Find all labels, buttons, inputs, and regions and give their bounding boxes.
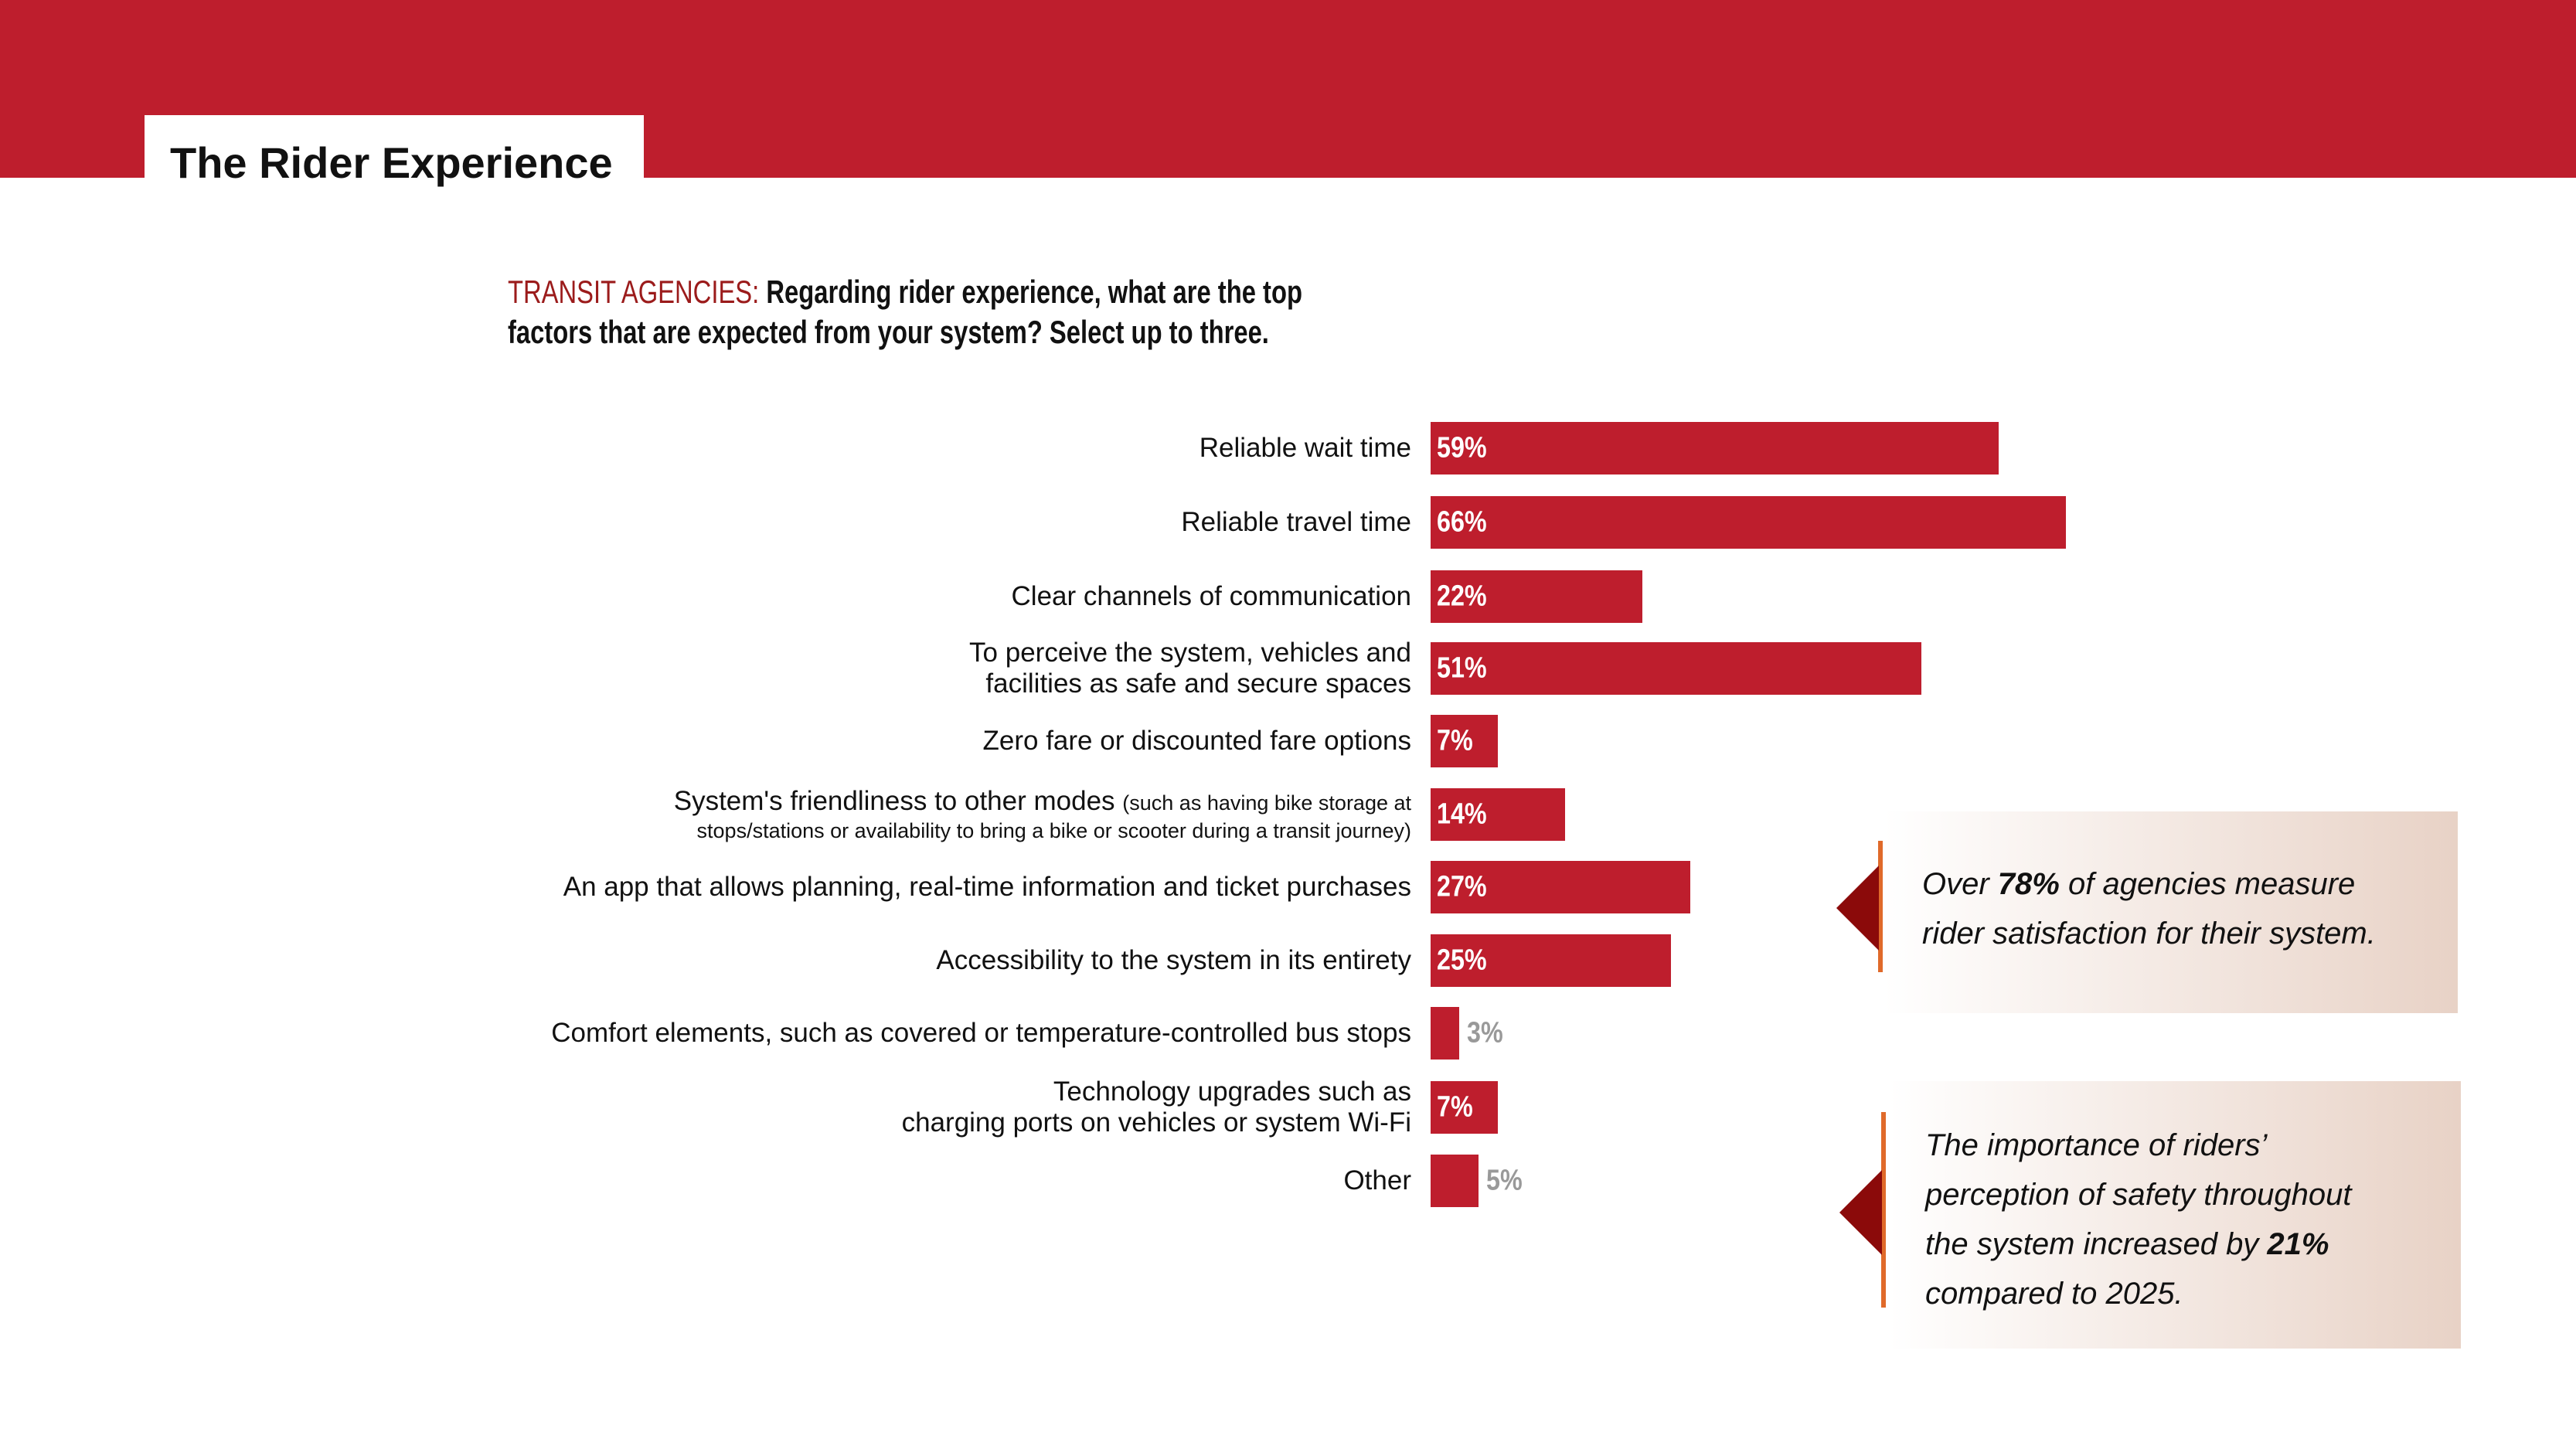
callout-text: Over 78% of agencies measure rider satisf… xyxy=(1922,859,2376,958)
bar xyxy=(1431,715,1499,767)
question-prefix: TRANSIT AGENCIES: xyxy=(508,274,760,310)
survey-question: TRANSIT AGENCIES: Regarding rider experi… xyxy=(508,272,1352,352)
callout-text-part: the system increased by xyxy=(1925,1227,2268,1261)
callout-highlight: 78% xyxy=(1997,867,2060,901)
value-label: 7% xyxy=(1437,724,1473,757)
value-label: 51% xyxy=(1437,651,1487,685)
bar xyxy=(1431,861,1691,913)
callout-text-part: The importance of riders’ xyxy=(1925,1128,2268,1162)
arrow-left-icon xyxy=(1836,866,1879,951)
category-label-text: Reliable travel time xyxy=(1181,507,1411,537)
category-label: An app that allows planning, real-time i… xyxy=(563,872,1411,903)
category-label: Reliable wait time xyxy=(1200,433,1411,464)
category-label: System's friendliness to other modes (su… xyxy=(674,786,1411,843)
bar xyxy=(1431,1155,1479,1207)
callout-highlight: 21% xyxy=(2267,1227,2329,1261)
bar xyxy=(1431,1007,1460,1060)
value-label: 22% xyxy=(1437,580,1487,613)
callout-accent-line xyxy=(1881,1112,1886,1308)
callout-text-part: rider satisfaction for their system. xyxy=(1922,917,2376,951)
category-label: Other xyxy=(1343,1165,1411,1196)
category-label-line2: stops/stations or availability to bring … xyxy=(696,819,1411,842)
callout-accent-line xyxy=(1878,841,1883,972)
value-label: 66% xyxy=(1437,505,1487,539)
value-label: 59% xyxy=(1437,431,1487,464)
category-label-text: To perceive the system, vehicles and xyxy=(969,638,1411,668)
category-label-text: Reliable wait time xyxy=(1199,433,1411,463)
category-label-text: Clear channels of communication xyxy=(1011,581,1411,611)
bar xyxy=(1431,642,1921,695)
bar xyxy=(1431,934,1672,987)
category-label: Clear channels of communication xyxy=(1012,581,1411,612)
category-label: Technology upgrades such as charging port… xyxy=(902,1077,1411,1138)
bar xyxy=(1431,570,1642,623)
value-label: 14% xyxy=(1437,798,1487,831)
category-label-text: Technology upgrades such as xyxy=(1053,1077,1411,1107)
page-title: The Rider Experience xyxy=(170,138,613,187)
arrow-left-icon xyxy=(1839,1170,1882,1255)
callout-text-part: Over xyxy=(1922,867,1998,901)
category-label-line2: facilities as safe and secure spaces xyxy=(985,668,1411,699)
value-label: 5% xyxy=(1486,1164,1523,1197)
bar xyxy=(1431,496,2066,549)
question-text: Regarding rider experience, what are the… xyxy=(508,274,1302,350)
category-label: Comfort elements, such as covered or tem… xyxy=(551,1018,1411,1049)
value-label: 3% xyxy=(1467,1016,1504,1049)
bar xyxy=(1431,788,1566,841)
category-label-line2: charging ports on vehicles or system Wi-… xyxy=(901,1107,1411,1138)
value-label: 27% xyxy=(1437,870,1487,903)
category-label: To perceive the system, vehicles and faci… xyxy=(969,638,1411,699)
category-label-text: An app that allows planning, real-time i… xyxy=(563,872,1411,902)
category-label-text: Zero fare or discounted fare options xyxy=(982,726,1411,756)
value-label: 7% xyxy=(1437,1090,1473,1124)
category-label: Accessibility to the system in its entir… xyxy=(936,945,1411,976)
callout-text-part: of agencies measure xyxy=(2059,867,2356,901)
callout-box xyxy=(1889,1081,2461,1349)
value-label: 25% xyxy=(1437,944,1487,977)
category-label-text: Accessibility to the system in its entir… xyxy=(936,945,1411,975)
category-label: Zero fare or discounted fare options xyxy=(983,726,1411,757)
title-tab xyxy=(145,115,644,185)
bar xyxy=(1431,1081,1499,1134)
category-label-text: Other xyxy=(1343,1165,1411,1196)
bar xyxy=(1431,422,1999,474)
category-label-text: Comfort elements, such as covered or tem… xyxy=(551,1018,1411,1048)
callout-text-part: compared to 2025. xyxy=(1925,1277,2183,1311)
category-label-note: (such as having bike storage at xyxy=(1122,791,1411,815)
category-label-text: System's friendliness to other modes xyxy=(673,786,1115,816)
callout-text-part: perception of safety throughout xyxy=(1925,1178,2352,1212)
callout-text: The importance of riders’ perception of s… xyxy=(1925,1121,2351,1318)
callout-box xyxy=(1884,811,2458,1013)
category-label: Reliable travel time xyxy=(1181,507,1411,538)
